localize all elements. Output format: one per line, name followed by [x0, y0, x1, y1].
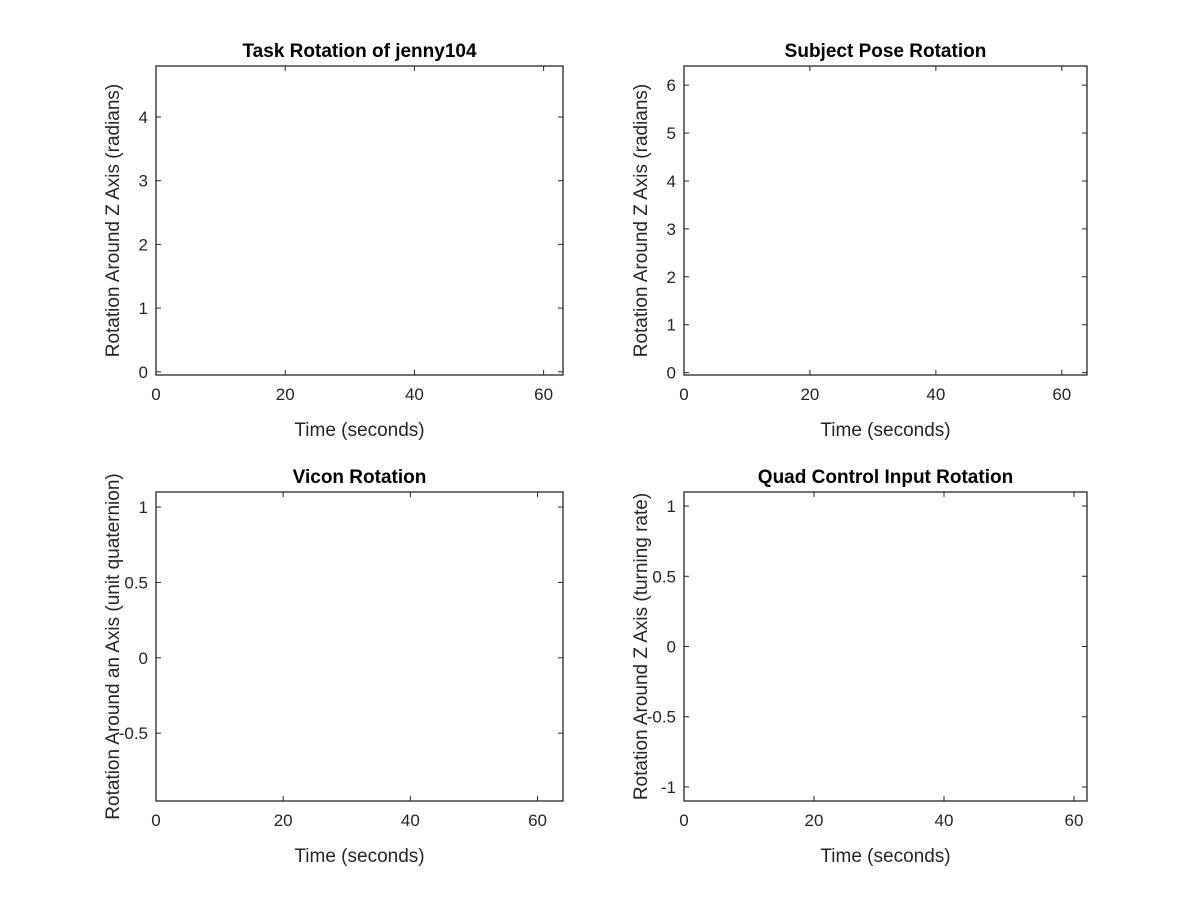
x-tick-label: 40: [935, 811, 954, 830]
chart-title: Quad Control Input Rotation: [758, 467, 1013, 488]
x-tick-label: 40: [401, 811, 420, 830]
x-tick-label: 40: [926, 385, 945, 404]
y-tick-label: 4: [139, 108, 148, 127]
chart-title: Vicon Rotation: [293, 467, 427, 488]
y-axis-label: Rotation Around Z Axis (radians): [631, 84, 652, 358]
y-tick-label: 0.5: [124, 573, 148, 592]
chart-quad-control-input-rotation: 0 20 40 60 -1 -0.5 0 0.5 1 Quad Control Input Rot…: [631, 467, 1088, 867]
axes-frame: [683, 65, 1088, 376]
y-tick-label: 0: [139, 649, 148, 668]
x-tick-label: 0: [151, 811, 160, 830]
y-tick-label: -1: [661, 778, 676, 797]
x-tick-label: 40: [405, 385, 424, 404]
x-tick-label: 20: [805, 811, 824, 830]
x-axis-label: Time (seconds): [294, 420, 424, 441]
x-tick-label: 60: [534, 385, 553, 404]
y-tick-label: 0: [667, 364, 676, 383]
x-tick-label: 60: [1052, 385, 1071, 404]
x-tick-label: 20: [800, 385, 819, 404]
y-tick-label: 1: [667, 316, 676, 335]
chart-subject-pose-rotation: 0 20 40 60 0 1 2 3 4 5 6 Subject Pose Rotation Time …: [631, 41, 1088, 441]
y-tick-label: 2: [667, 268, 676, 287]
y-tick-label: 0.5: [652, 567, 676, 586]
chart-vicon-rotation: 0 20 40 60 -0.5 0 0.5 1 Vicon Rotation Time (seco…: [103, 467, 564, 867]
y-tick-label: 1: [139, 299, 148, 318]
y-axis-label: Rotation Around Z Axis (turning rate): [631, 493, 652, 800]
x-tick-label: 60: [528, 811, 547, 830]
x-tick-label: 0: [151, 385, 160, 404]
y-tick-label: 3: [667, 220, 676, 239]
y-tick-label: 3: [139, 172, 148, 191]
x-tick-label: 0: [679, 385, 688, 404]
x-tick-label: 60: [1065, 811, 1084, 830]
x-axis-label: Time (seconds): [294, 846, 424, 867]
x-tick-label: 20: [276, 385, 295, 404]
y-tick-label: 1: [667, 497, 676, 516]
y-tick-label: -0.5: [647, 708, 676, 727]
y-tick-label: 2: [139, 235, 148, 254]
x-tick-label: 20: [274, 811, 293, 830]
y-tick-label: 1: [139, 498, 148, 517]
chart-title: Task Rotation of jenny104: [242, 41, 476, 62]
axes-frame: [155, 65, 564, 376]
chart-task-rotation: 0 20 40 60 0 1 2 3 4 Task Rotation of jenny104 Tim…: [103, 41, 564, 441]
y-axis-label: Rotation Around Z Axis (radians): [103, 84, 124, 358]
y-tick-label: 5: [667, 124, 676, 143]
x-tick-label: 0: [679, 811, 688, 830]
y-tick-label: 6: [667, 76, 676, 95]
chart-title: Subject Pose Rotation: [785, 41, 987, 62]
axes-frame: [683, 491, 1088, 802]
x-axis-label: Time (seconds): [820, 420, 950, 441]
y-axis-label: Rotation Around an Axis (unit quaternion…: [103, 473, 124, 819]
axes-frame: [155, 491, 564, 802]
y-tick-label: 0: [667, 638, 676, 657]
y-tick-label: 0: [139, 363, 148, 382]
x-axis-label: Time (seconds): [820, 846, 950, 867]
y-tick-label: -0.5: [119, 724, 148, 743]
y-tick-label: 4: [667, 172, 676, 191]
